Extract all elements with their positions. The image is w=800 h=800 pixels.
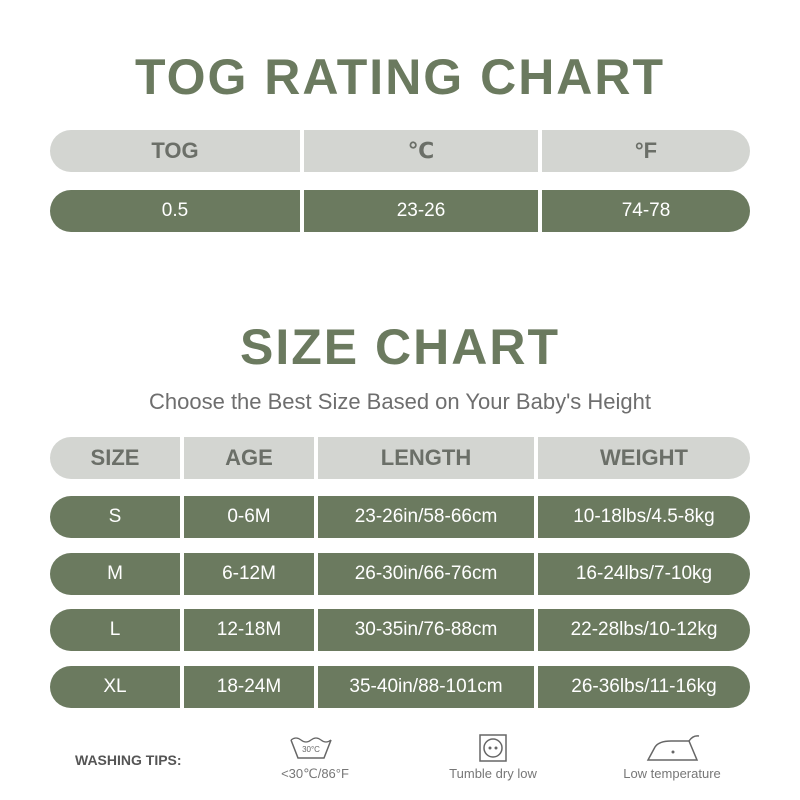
wash-caption: <30℃/86°F <box>281 766 349 781</box>
cell: 12-18M <box>184 609 314 651</box>
cell: 26-30in/66-76cm <box>318 552 534 595</box>
cell: SIZE <box>50 437 180 479</box>
cell: 74-78 <box>542 190 750 232</box>
cell: 26-36lbs/11-16kg <box>538 665 750 708</box>
cell: 23-26in/58-66cm <box>318 496 534 538</box>
cell: 0.5 <box>50 190 300 232</box>
cell: M <box>50 552 180 595</box>
size-title: SIZE CHART <box>240 319 560 375</box>
size-row: M 6-12M 26-30in/66-76cm 16-24lbs/7-10kg <box>50 552 750 595</box>
cell: S <box>50 496 180 538</box>
cell: 6-12M <box>184 552 314 595</box>
cell: 30-35in/76-88cm <box>318 609 534 651</box>
cell: 18-24M <box>184 665 314 708</box>
iron-caption: Low temperature <box>623 766 721 781</box>
tog-title: TOG RATING CHART <box>134 49 666 105</box>
cell: XL <box>50 665 180 708</box>
cell: 16-24lbs/7-10kg <box>538 552 750 595</box>
cell: WEIGHT <box>538 437 750 479</box>
size-subtitle: Choose the Best Size Based on Your Baby'… <box>149 389 651 414</box>
cell: 23-26 <box>304 190 538 232</box>
cell: 22-28lbs/10-12kg <box>538 609 750 651</box>
iron-icon <box>646 735 700 761</box>
size-row: XL 18-24M 35-40in/88-101cm 26-36lbs/11-16kg <box>50 665 750 708</box>
dry-caption: Tumble dry low <box>449 766 537 781</box>
cell: LENGTH <box>318 437 534 479</box>
tog-row: 0.5 23-26 74-78 <box>50 190 750 232</box>
cell: L <box>50 609 180 651</box>
size-row: L 12-18M 30-35in/76-88cm 22-28lbs/10-12kg <box>50 609 750 651</box>
size-header: SIZE AGE LENGTH WEIGHT <box>50 437 750 479</box>
cell: 35-40in/88-101cm <box>318 665 534 708</box>
dry-icon <box>479 734 507 762</box>
cell: AGE <box>184 437 314 479</box>
wash-icon-text: 30°C <box>302 745 320 754</box>
tog-header: TOG ℃ °F <box>50 130 750 172</box>
cell: °F <box>542 130 750 172</box>
cell: ℃ <box>304 130 538 172</box>
washing-label: WASHING TIPS: <box>75 752 182 768</box>
wash-icon: 30°C <box>290 737 332 759</box>
cell: 10-18lbs/4.5-8kg <box>538 496 750 538</box>
cell: TOG <box>50 130 300 172</box>
cell: 0-6M <box>184 496 314 538</box>
size-row: S 0-6M 23-26in/58-66cm 10-18lbs/4.5-8kg <box>50 496 750 538</box>
